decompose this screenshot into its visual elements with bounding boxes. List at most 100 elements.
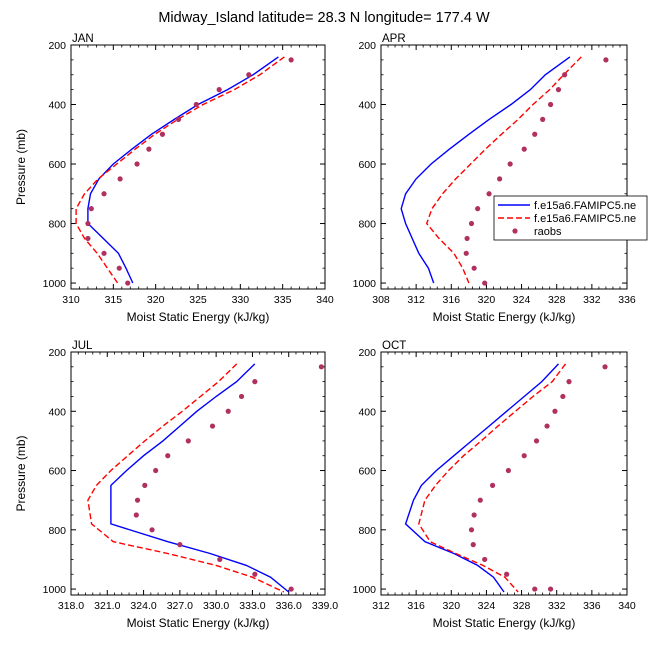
raobs-point [470, 542, 476, 548]
y-tick-label: 200 [358, 40, 376, 52]
x-axis-title: Moist Static Energy (kJ/kg) [127, 310, 270, 324]
raobs-point [134, 497, 141, 503]
x-axis-title: Moist Static Energy (kJ/kg) [433, 616, 576, 630]
raobs-point [532, 131, 538, 137]
raobs-point [552, 408, 558, 414]
y-tick-label: 600 [48, 466, 66, 478]
raobs-point [497, 176, 503, 182]
y-tick-label: 800 [48, 219, 66, 231]
x-tick-label: 308 [372, 294, 390, 306]
plot-frame [70, 44, 326, 290]
raobs-point [471, 265, 477, 271]
y-tick-label: 800 [358, 219, 376, 231]
y-tick-label: 1000 [353, 278, 377, 290]
panel-oct: OCT 312 316 320 324 328 332 336 340 200 400 600 800 1… [353, 340, 636, 630]
y-axis-title: Pressure (mb) [14, 129, 28, 205]
x-tick-label: 324.0 [130, 600, 156, 612]
x-tick-label: 320 [478, 294, 496, 306]
raobs-point [482, 280, 488, 286]
raobs-point [193, 101, 199, 108]
raobs-point [101, 250, 107, 256]
raobs-point [159, 131, 166, 137]
raobs-point [505, 467, 511, 474]
raobs-point [477, 497, 483, 503]
x-tick-label: 330.0 [203, 600, 229, 612]
raobs-point [560, 393, 566, 400]
model-series-line-dashed [425, 56, 582, 284]
raobs-point [521, 453, 527, 459]
raobs-point [185, 438, 191, 444]
x-tick-label: 333.0 [239, 600, 265, 612]
x-tick-label: 316 [407, 600, 425, 612]
raobs-point [555, 87, 562, 93]
model-series-line-solid [400, 56, 571, 284]
raobs-point [101, 191, 107, 197]
x-axis-title: Moist Static Energy (kJ/kg) [433, 310, 576, 324]
x-tick-label: 340 [618, 600, 636, 612]
legend: f.e15a6.FAMIPC5.nef.e15a6.FAMIPC5.neraob… [493, 195, 648, 241]
x-tick-label: 318.0 [58, 600, 84, 612]
y-tick-label: 1000 [43, 584, 67, 596]
x-tick-label: 316 [443, 294, 461, 306]
x-tick-label: 336.0 [276, 600, 302, 612]
series-group [87, 363, 324, 593]
model-series-line-solid [87, 56, 279, 284]
raobs-point [562, 72, 568, 78]
model-series-line-dashed [418, 363, 567, 593]
x-tick-label: 340 [316, 294, 334, 306]
raobs-point [288, 57, 294, 63]
raobs-point [149, 527, 155, 533]
plot-frame [380, 44, 628, 290]
raobs-point [507, 161, 513, 167]
raobs-point [177, 542, 183, 548]
raobs-point [238, 393, 245, 400]
panel-jan: JAN 310 315 320 325 330 335 340 200 400 600 800 1000… [14, 33, 334, 324]
raobs-point [209, 423, 216, 429]
raobs-point [471, 512, 477, 518]
model-series-line-dashed [87, 363, 285, 593]
raobs-point [88, 206, 94, 212]
figure-title: Midway_Island latitude= 28.3 N longitude… [158, 10, 490, 26]
raobs-point [533, 438, 540, 444]
raobs-point [288, 586, 294, 592]
series-group [404, 363, 608, 593]
y-tick-label: 800 [358, 525, 376, 537]
series-group [400, 56, 609, 286]
raobs-point [117, 176, 123, 182]
panel-label: OCT [382, 340, 406, 352]
raobs-point [464, 235, 470, 242]
raobs-point [463, 250, 469, 256]
raobs-point [175, 116, 182, 122]
x-tick-label: 332 [548, 600, 566, 612]
y-tick-label: 200 [48, 347, 66, 359]
x-axis-title: Moist Static Energy (kJ/kg) [127, 616, 270, 630]
raobs-point [602, 364, 608, 370]
raobs-point [540, 116, 546, 122]
x-tick-label: 332 [583, 294, 601, 306]
x-tick-label: 325 [189, 294, 207, 306]
raobs-point [532, 586, 538, 592]
raobs-point [489, 482, 496, 488]
legend-symbol-dot [512, 228, 518, 234]
raobs-point [566, 379, 572, 385]
x-tick-label: 328 [513, 600, 531, 612]
raobs-point [547, 101, 554, 108]
y-tick-label: 600 [48, 159, 66, 171]
panel-jul: JUL 318.0 321.0 324.0 327.0 330.0 333.0 336.0 33… [14, 340, 338, 630]
y-tick-label: 400 [48, 100, 66, 112]
raobs-point [544, 423, 550, 429]
raobs-point [134, 161, 140, 167]
x-tick-label: 328 [548, 294, 566, 306]
model-series-line-dashed [75, 56, 285, 284]
x-tick-label: 320 [147, 294, 165, 306]
x-tick-label: 330 [232, 294, 250, 306]
x-tick-label: 312 [407, 294, 425, 306]
raobs-point [521, 146, 527, 152]
x-tick-label: 336 [583, 600, 601, 612]
y-tick-label: 600 [358, 159, 376, 171]
x-tick-label: 321.0 [94, 600, 120, 612]
raobs-point [116, 265, 122, 271]
y-tick-label: 800 [48, 525, 66, 537]
panels: JAN 310 315 320 325 330 335 340 200 400 600 800 1000… [14, 33, 636, 630]
